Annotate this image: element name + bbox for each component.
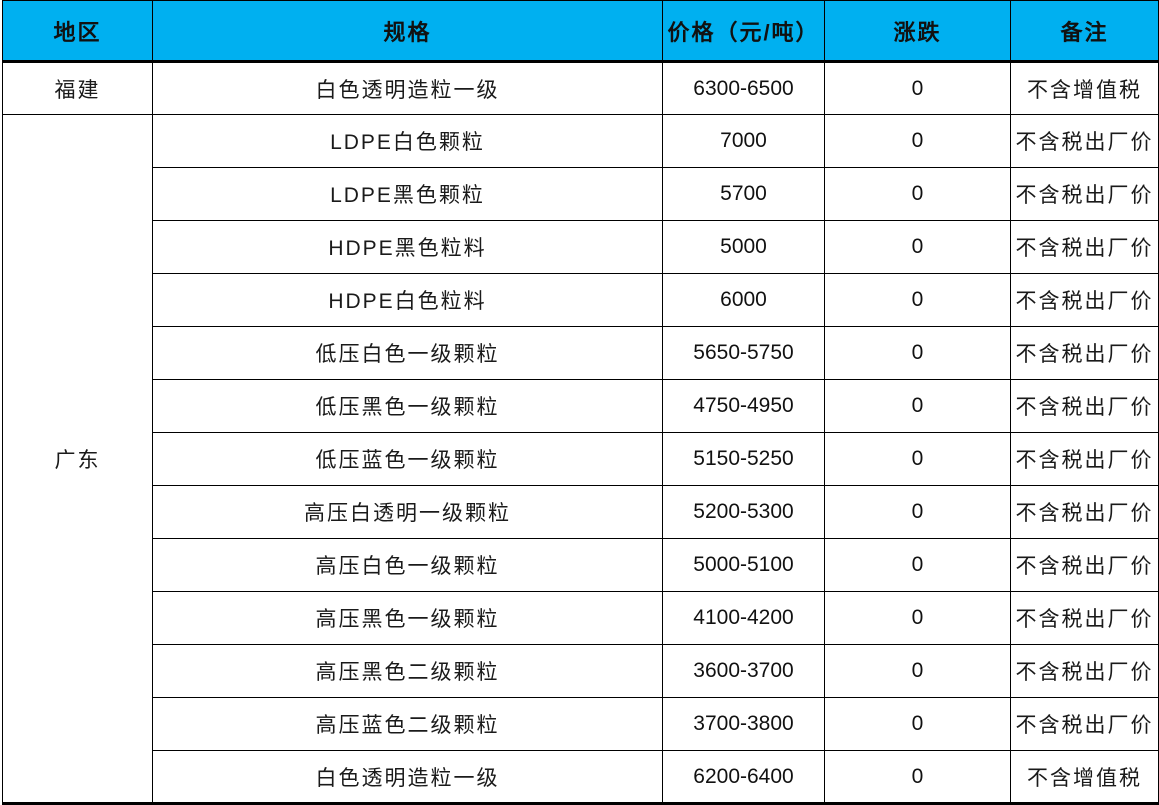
cell-price: 4100-4200 [662,591,825,645]
cell-note: 不含税出厂价 [1010,273,1159,327]
cell-spec: 白色透明造粒一级 [152,750,663,804]
cell-price: 3700-3800 [662,697,825,751]
cell-spec: 高压黑色一级颗粒 [152,591,663,645]
cell-note: 不含税出厂价 [1010,538,1159,592]
cell-spec: LDPE白色颗粒 [152,114,663,168]
table-row: 高压黑色一级颗粒 4100-4200 0 不含税出厂价 [3,591,1159,645]
cell-change: 0 [824,326,1011,380]
cell-note: 不含税出厂价 [1010,326,1159,380]
table-row: 白色透明造粒一级 6200-6400 0 不含增值税 [3,750,1159,804]
table-row: 福建 白色透明造粒一级 6300-6500 0 不含增值税 [2,61,1159,115]
cell-spec: 高压蓝色二级颗粒 [152,697,663,751]
header-row: 地区 规格 价格（元/吨） 涨跌 备注 [2,0,1159,63]
cell-price: 5200-5300 [662,485,825,539]
region-cell-fujian: 福建 [2,61,153,115]
cell-price: 5650-5750 [662,326,825,380]
cell-price: 6300-6500 [662,61,825,115]
cell-change: 0 [824,220,1011,274]
cell-change: 0 [824,697,1011,751]
cell-note: 不含税出厂价 [1010,644,1159,698]
cell-change: 0 [824,591,1011,645]
cell-change: 0 [824,379,1011,433]
cell-spec: 低压黑色一级颗粒 [152,379,663,433]
cell-note: 不含税出厂价 [1010,485,1159,539]
cell-price: 5000 [662,220,825,274]
cell-change: 0 [824,432,1011,486]
region-cell-guangdong: 广东 [2,114,153,804]
cell-change: 0 [824,61,1011,115]
cell-note: 不含税出厂价 [1010,220,1159,274]
cell-note: 不含税出厂价 [1010,114,1159,168]
cell-change: 0 [824,644,1011,698]
table-row: 高压黑色二级颗粒 3600-3700 0 不含税出厂价 [3,644,1159,698]
table-row: 高压白透明一级颗粒 5200-5300 0 不含税出厂价 [3,485,1159,539]
table-header: 地区 规格 价格（元/吨） 涨跌 备注 [2,0,1159,63]
cell-change: 0 [824,485,1011,539]
cell-spec: 高压白透明一级颗粒 [152,485,663,539]
cell-note: 不含税出厂价 [1010,167,1159,221]
column-header-region: 地区 [2,0,153,63]
cell-price: 5000-5100 [662,538,825,592]
table-row: 低压蓝色一级颗粒 5150-5250 0 不含税出厂价 [3,432,1159,486]
table-row: 高压白色一级颗粒 5000-5100 0 不含税出厂价 [3,538,1159,592]
cell-spec: 白色透明造粒一级 [152,61,663,115]
table-row: HDPE黑色粒料 5000 0 不含税出厂价 [3,220,1159,274]
table-row: HDPE白色粒料 6000 0 不含税出厂价 [3,273,1159,327]
cell-change: 0 [824,273,1011,327]
cell-price: 6200-6400 [662,750,825,804]
cell-spec: HDPE白色粒料 [152,273,663,327]
cell-note: 不含税出厂价 [1010,591,1159,645]
table-body: 福建 白色透明造粒一级 6300-6500 0 不含增值税 广东 LDPE白色颗… [2,61,1159,804]
column-header-change: 涨跌 [824,0,1011,63]
cell-price: 3600-3700 [662,644,825,698]
cell-change: 0 [824,167,1011,221]
cell-spec: 高压黑色二级颗粒 [152,644,663,698]
column-header-price: 价格（元/吨） [662,0,825,63]
cell-spec: 低压白色一级颗粒 [152,326,663,380]
column-header-spec: 规格 [152,0,663,63]
cell-note: 不含税出厂价 [1010,697,1159,751]
cell-price: 6000 [662,273,825,327]
table-row: LDPE黑色颗粒 5700 0 不含税出厂价 [3,167,1159,221]
cell-note: 不含增值税 [1010,750,1159,804]
cell-note: 不含增值税 [1010,61,1159,115]
cell-price: 5700 [662,167,825,221]
cell-spec: 高压白色一级颗粒 [152,538,663,592]
cell-change: 0 [824,538,1011,592]
cell-note: 不含税出厂价 [1010,379,1159,433]
table-row: 低压白色一级颗粒 5650-5750 0 不含税出厂价 [3,326,1159,380]
cell-change: 0 [824,114,1011,168]
cell-price: 4750-4950 [662,379,825,433]
column-header-note: 备注 [1010,0,1159,63]
cell-change: 0 [824,750,1011,804]
table-row: 广东 LDPE白色颗粒 7000 0 不含税出厂价 [2,114,1159,804]
cell-spec: LDPE黑色颗粒 [152,167,663,221]
table-row: 高压蓝色二级颗粒 3700-3800 0 不含税出厂价 [3,697,1159,751]
cell-note: 不含税出厂价 [1010,432,1159,486]
cell-price: 5150-5250 [662,432,825,486]
cell-price: 7000 [662,114,825,168]
cell-spec: HDPE黑色粒料 [152,220,663,274]
cell-spec: 低压蓝色一级颗粒 [152,432,663,486]
table-row: 低压黑色一级颗粒 4750-4950 0 不含税出厂价 [3,379,1159,433]
